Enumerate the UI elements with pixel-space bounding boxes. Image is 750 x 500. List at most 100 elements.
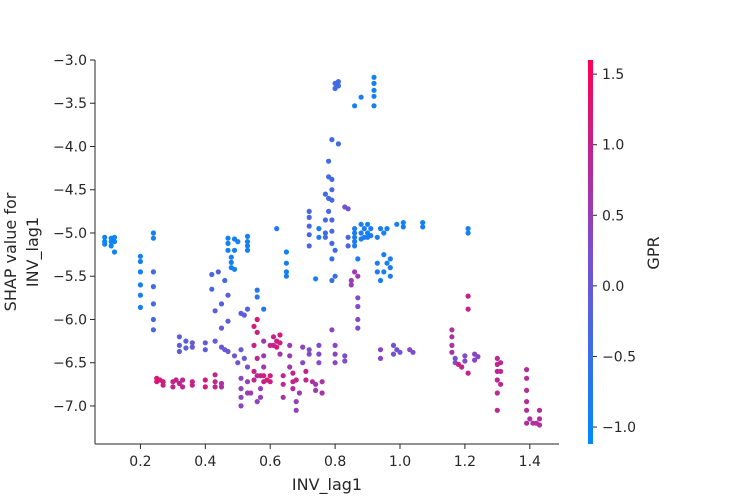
data-point-93 <box>251 323 257 329</box>
data-point-228 <box>371 103 377 109</box>
data-point-174 <box>329 197 335 203</box>
data-point-96 <box>251 377 257 383</box>
data-point-224 <box>371 74 377 80</box>
data-point-115 <box>267 373 273 379</box>
x-tick-label: 0.2 <box>129 454 151 470</box>
data-point-181 <box>329 327 335 333</box>
data-point-117 <box>270 334 277 340</box>
data-point-168 <box>326 158 332 164</box>
data-point-282 <box>524 367 530 373</box>
data-point-235 <box>377 355 384 361</box>
data-point-140 <box>293 407 299 413</box>
data-point-259 <box>452 355 458 361</box>
data-point-20 <box>150 316 156 323</box>
data-point-57 <box>218 325 225 331</box>
x-axis-title: INV_lag1 <box>292 475 362 495</box>
data-point-237 <box>381 252 387 258</box>
data-point-144 <box>303 368 309 374</box>
data-point-267 <box>465 293 471 299</box>
data-point-11 <box>137 269 143 275</box>
data-point-227 <box>371 93 377 99</box>
data-point-9 <box>137 253 143 259</box>
data-point-162 <box>319 379 325 385</box>
data-point-254 <box>420 224 426 230</box>
colorbar-tick-label: 0.5 <box>602 208 624 224</box>
x-tick-label: 0.6 <box>259 454 281 470</box>
data-point-292 <box>536 416 543 422</box>
data-point-197 <box>345 243 351 249</box>
y-tick-label: −4.5 <box>53 183 87 199</box>
colorbar <box>588 60 593 444</box>
data-point-128 <box>283 249 289 255</box>
data-point-202 <box>352 230 358 236</box>
data-point-39 <box>212 384 218 390</box>
data-point-76 <box>225 318 231 324</box>
data-point-163 <box>319 390 325 396</box>
data-point-6 <box>111 234 118 240</box>
y-tick-label: −7.0 <box>53 399 87 415</box>
data-point-195 <box>345 206 351 212</box>
data-point-189 <box>332 342 338 348</box>
data-point-148 <box>306 208 312 214</box>
data-point-110 <box>261 338 267 344</box>
x-tick-label: 1.0 <box>389 454 411 470</box>
data-point-71 <box>244 233 251 239</box>
data-point-129 <box>283 260 289 266</box>
data-point-268 <box>465 306 471 312</box>
data-point-258 <box>449 349 455 355</box>
data-point-272 <box>475 354 481 360</box>
y-tick-label: −3.5 <box>53 96 87 112</box>
data-point-49 <box>202 340 208 346</box>
data-point-0 <box>102 234 108 240</box>
x-tick-label: 1.2 <box>454 454 476 470</box>
data-point-86 <box>238 375 244 381</box>
data-point-48 <box>189 344 195 350</box>
data-point-198 <box>348 277 354 284</box>
data-point-120 <box>274 344 280 350</box>
data-point-212 <box>355 316 361 323</box>
data-point-187 <box>332 247 338 253</box>
data-point-245 <box>390 351 397 357</box>
data-point-52 <box>209 286 215 292</box>
data-point-8 <box>111 249 118 255</box>
data-point-190 <box>332 351 338 357</box>
data-point-111 <box>261 353 267 359</box>
data-point-209 <box>358 94 364 100</box>
data-point-122 <box>277 332 283 338</box>
data-point-222 <box>368 226 374 232</box>
data-point-2 <box>102 241 108 247</box>
data-point-256 <box>449 334 455 340</box>
colorbar-ticks: 1.5 1.0 0.5 0.0 −0.5 −1.0 <box>593 67 636 436</box>
data-point-200 <box>352 103 358 109</box>
data-point-201 <box>352 226 358 232</box>
data-point-211 <box>355 303 361 310</box>
data-point-257 <box>449 342 455 348</box>
data-point-87 <box>238 386 244 392</box>
data-point-82 <box>241 312 247 318</box>
data-point-37 <box>212 372 218 378</box>
data-point-157 <box>316 342 322 348</box>
data-point-217 <box>361 226 367 232</box>
data-point-246 <box>394 221 400 227</box>
data-point-266 <box>465 230 471 236</box>
data-point-21 <box>150 327 156 333</box>
data-point-171 <box>326 208 332 214</box>
data-point-72 <box>244 239 251 245</box>
data-point-241 <box>387 256 393 262</box>
colorbar-tick-label: −1.0 <box>602 420 636 436</box>
data-point-205 <box>352 243 358 249</box>
data-point-54 <box>212 338 218 344</box>
data-point-121 <box>274 226 280 232</box>
data-point-167 <box>322 217 328 223</box>
data-point-160 <box>316 226 322 232</box>
data-point-79 <box>235 360 241 366</box>
data-point-281 <box>498 381 504 387</box>
data-point-191 <box>332 360 338 366</box>
data-point-184 <box>335 79 341 85</box>
data-point-69 <box>231 266 238 272</box>
data-point-156 <box>313 276 319 282</box>
data-point-16 <box>150 235 156 241</box>
data-point-44 <box>176 348 182 355</box>
data-point-271 <box>472 357 478 363</box>
